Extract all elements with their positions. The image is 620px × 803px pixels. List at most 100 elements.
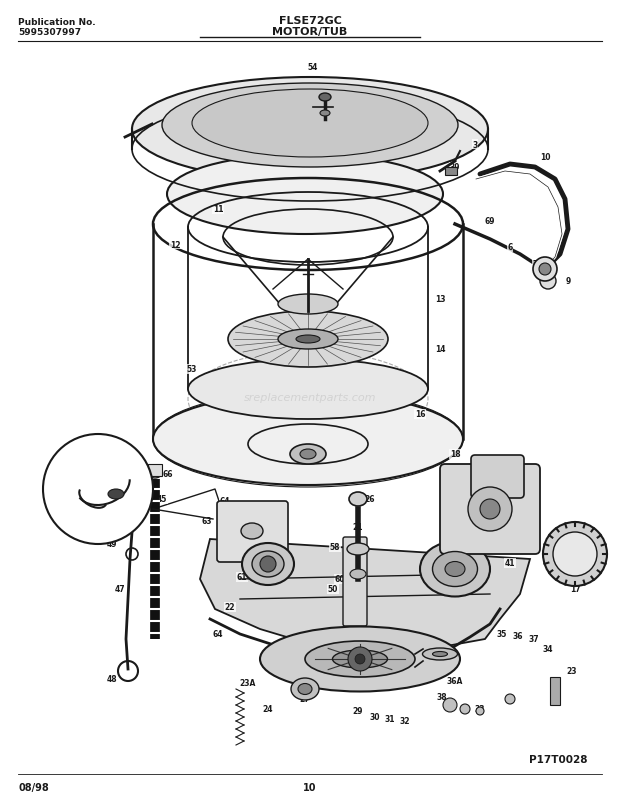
Text: 57: 57 — [370, 124, 380, 132]
Circle shape — [260, 556, 276, 573]
Ellipse shape — [241, 524, 263, 540]
Ellipse shape — [420, 542, 490, 597]
Text: 53: 53 — [187, 365, 197, 374]
Ellipse shape — [300, 450, 316, 459]
Text: 54: 54 — [308, 63, 318, 72]
Circle shape — [355, 654, 365, 664]
Text: 39: 39 — [450, 163, 460, 173]
Text: 34: 34 — [542, 645, 553, 654]
Text: 35: 35 — [497, 630, 507, 638]
FancyBboxPatch shape — [440, 464, 540, 554]
Text: 38: 38 — [436, 693, 447, 702]
Circle shape — [553, 532, 597, 577]
FancyBboxPatch shape — [471, 455, 524, 499]
Text: 14: 14 — [435, 345, 445, 354]
Ellipse shape — [319, 94, 331, 102]
Text: 64: 64 — [219, 497, 230, 506]
Text: 43: 43 — [243, 547, 253, 556]
Text: 51: 51 — [47, 480, 57, 489]
Text: 08/98: 08/98 — [18, 782, 49, 792]
Text: 66: 66 — [162, 470, 173, 479]
Text: 33: 33 — [475, 704, 485, 714]
Circle shape — [543, 522, 607, 586]
Text: 48: 48 — [107, 675, 117, 683]
Text: 37: 37 — [529, 634, 539, 644]
Text: 47: 47 — [95, 465, 105, 474]
Text: 59: 59 — [463, 485, 473, 494]
Text: 1: 1 — [277, 503, 283, 512]
Ellipse shape — [153, 393, 463, 485]
Text: P17T0028: P17T0028 — [529, 754, 587, 764]
Polygon shape — [200, 540, 530, 649]
Text: sreplacementparts.com: sreplacementparts.com — [244, 393, 376, 402]
Text: Publication No.: Publication No. — [18, 18, 95, 27]
Text: 9: 9 — [565, 277, 570, 286]
Text: FLSE72GC: FLSE72GC — [278, 16, 342, 26]
Text: 12: 12 — [170, 240, 180, 249]
Circle shape — [480, 499, 500, 520]
Text: 45: 45 — [157, 495, 167, 503]
Text: 22: 22 — [224, 603, 235, 612]
Ellipse shape — [332, 650, 388, 668]
Text: 16: 16 — [415, 410, 425, 419]
Ellipse shape — [433, 552, 477, 587]
Ellipse shape — [252, 552, 284, 577]
Circle shape — [443, 698, 457, 712]
Text: 62: 62 — [516, 483, 527, 492]
Ellipse shape — [422, 648, 458, 660]
Text: 5995307997: 5995307997 — [18, 28, 81, 37]
Bar — [445, 168, 457, 176]
Ellipse shape — [305, 642, 415, 677]
Ellipse shape — [278, 329, 338, 349]
Text: 40: 40 — [454, 555, 465, 564]
Text: 10: 10 — [303, 782, 317, 792]
Ellipse shape — [228, 312, 388, 368]
Ellipse shape — [192, 90, 428, 158]
Ellipse shape — [167, 155, 443, 234]
Text: 17: 17 — [570, 585, 580, 593]
Text: 18: 18 — [450, 450, 460, 459]
Ellipse shape — [298, 683, 312, 695]
Circle shape — [505, 694, 515, 704]
Text: MOTOR/TUB: MOTOR/TUB — [272, 27, 348, 37]
Ellipse shape — [290, 444, 326, 464]
Ellipse shape — [260, 626, 460, 691]
Circle shape — [476, 707, 484, 715]
Text: 28: 28 — [297, 675, 308, 683]
Text: 23A: 23A — [240, 679, 256, 687]
Text: 36A: 36A — [447, 677, 463, 686]
Text: 6: 6 — [507, 243, 513, 252]
Ellipse shape — [242, 544, 294, 585]
Text: 26: 26 — [365, 495, 375, 503]
Text: 31: 31 — [385, 715, 396, 724]
Ellipse shape — [445, 562, 465, 577]
Text: 50: 50 — [328, 585, 338, 593]
Bar — [550, 677, 560, 705]
Ellipse shape — [108, 489, 124, 499]
Circle shape — [348, 647, 372, 671]
Ellipse shape — [132, 78, 488, 181]
Ellipse shape — [162, 84, 458, 168]
Ellipse shape — [291, 679, 319, 700]
Text: 24: 24 — [263, 704, 273, 714]
Ellipse shape — [433, 652, 448, 657]
Text: 11: 11 — [213, 206, 223, 214]
Text: 7: 7 — [533, 260, 538, 269]
Ellipse shape — [347, 544, 369, 556]
Text: 3: 3 — [472, 141, 477, 149]
Text: 13: 13 — [435, 296, 445, 304]
Text: 41: 41 — [505, 559, 515, 568]
Text: 63: 63 — [202, 517, 212, 526]
Text: 56: 56 — [370, 113, 380, 122]
Ellipse shape — [350, 569, 366, 579]
Circle shape — [540, 274, 556, 290]
Text: 47: 47 — [115, 585, 125, 593]
Text: 23: 23 — [567, 666, 577, 675]
Circle shape — [468, 487, 512, 532]
Text: 36: 36 — [513, 632, 523, 641]
Text: 30: 30 — [370, 712, 380, 722]
Text: 60: 60 — [335, 575, 345, 584]
Text: 64: 64 — [213, 630, 223, 638]
Circle shape — [533, 258, 557, 282]
Text: 55: 55 — [415, 99, 425, 108]
